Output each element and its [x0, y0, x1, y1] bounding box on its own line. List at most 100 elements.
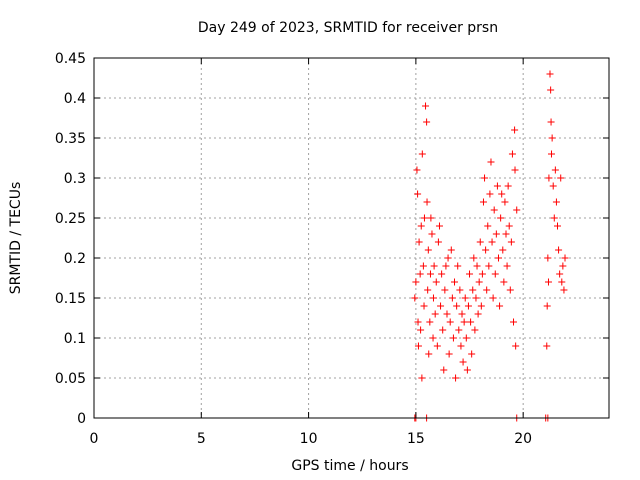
data-point [560, 286, 568, 294]
y-tick-label: 0 [77, 411, 86, 427]
data-point [442, 262, 450, 270]
data-point [544, 278, 552, 286]
data-point [419, 262, 427, 270]
data-point [416, 270, 424, 278]
data-point [447, 246, 455, 254]
data-point [543, 302, 551, 310]
data-point [482, 246, 490, 254]
data-point [453, 302, 461, 310]
data-point [478, 270, 486, 278]
data-point [487, 158, 495, 166]
data-point [499, 246, 507, 254]
data-point [430, 262, 438, 270]
data-point [457, 342, 465, 350]
y-tick-label: 0.35 [55, 131, 86, 147]
data-point [415, 238, 423, 246]
data-point [494, 254, 502, 262]
data-point [439, 326, 447, 334]
data-point [477, 302, 485, 310]
x-tick-label: 20 [514, 431, 532, 447]
data-point [558, 278, 566, 286]
data-point [424, 286, 432, 294]
data-point [422, 102, 430, 110]
data-point [431, 310, 439, 318]
x-tick-label: 5 [197, 431, 206, 447]
axis-ticks: 0 5 10 15 20 0 0.05 0.1 0.15 0.2 0.25 0.3 0.35 0.4 0.4… [55, 51, 609, 447]
data-point [429, 294, 437, 302]
x-axis-label: GPS time / hours [291, 458, 408, 474]
data-point [452, 374, 460, 382]
data-point [418, 374, 426, 382]
data-point [488, 238, 496, 246]
data-point [555, 246, 563, 254]
data-point [552, 198, 560, 206]
data-point [458, 310, 466, 318]
data-point [434, 238, 442, 246]
data-point [551, 166, 559, 174]
data-point [544, 254, 552, 262]
data-point [437, 302, 445, 310]
grid [94, 58, 609, 418]
data-point [496, 302, 504, 310]
data-point [468, 350, 476, 358]
data-point [543, 342, 551, 350]
data-point [418, 150, 426, 158]
data-point [462, 334, 470, 342]
data-point [448, 294, 456, 302]
data-point [428, 230, 436, 238]
data-point [470, 254, 478, 262]
data-point [460, 318, 468, 326]
data-point [549, 182, 557, 190]
data-point [417, 222, 425, 230]
data-point [545, 174, 553, 182]
data-points [411, 70, 569, 422]
data-point [492, 230, 500, 238]
data-point [501, 198, 509, 206]
y-tick-label: 0.25 [55, 211, 86, 227]
data-point [511, 166, 519, 174]
data-point [491, 270, 499, 278]
data-point [420, 214, 428, 222]
data-point [432, 278, 440, 286]
y-axis-label: SRMTID / TECUs [8, 182, 24, 295]
y-tick-label: 0.4 [64, 91, 86, 107]
y-tick-label: 0.45 [55, 51, 86, 67]
data-point [444, 254, 452, 262]
data-point [508, 150, 516, 158]
data-point [489, 294, 497, 302]
data-point [511, 126, 519, 134]
data-point [441, 286, 449, 294]
data-point [554, 222, 561, 230]
data-point [427, 214, 435, 222]
data-point [426, 270, 434, 278]
x-tick-label: 0 [90, 431, 99, 447]
data-point [411, 294, 419, 302]
data-point [547, 118, 555, 126]
x-tick-label: 10 [300, 431, 318, 447]
data-point [547, 150, 555, 158]
data-point [502, 230, 510, 238]
data-point [438, 270, 446, 278]
data-point [413, 166, 421, 174]
data-point [449, 334, 457, 342]
data-point [503, 262, 511, 270]
data-point [486, 190, 494, 198]
data-point [414, 342, 422, 350]
data-point [557, 174, 565, 182]
data-point [466, 270, 474, 278]
data-point [424, 246, 432, 254]
data-point [559, 262, 567, 270]
y-tick-label: 0.2 [64, 251, 86, 267]
plot-frame [93, 57, 610, 419]
data-point [451, 278, 458, 286]
data-point [463, 366, 471, 374]
data-point [476, 238, 484, 246]
data-point [426, 318, 434, 326]
data-point [455, 326, 463, 334]
data-point [546, 70, 554, 78]
data-point [510, 318, 518, 326]
data-point [420, 302, 428, 310]
data-point [498, 190, 506, 198]
data-point [417, 326, 425, 334]
